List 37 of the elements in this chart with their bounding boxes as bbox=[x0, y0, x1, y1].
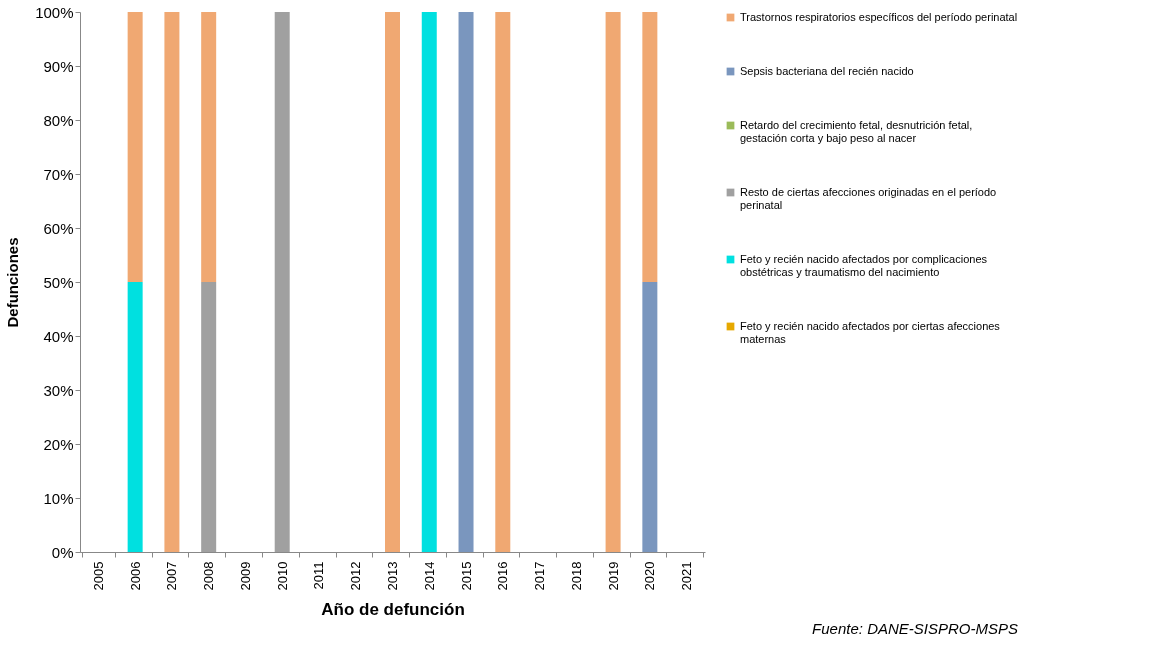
x-tick-label: 2018 bbox=[568, 561, 584, 591]
x-tick-label: 2007 bbox=[164, 561, 180, 591]
y-axis-title: Defunciones bbox=[4, 237, 22, 328]
y-tick-label: 70% bbox=[43, 165, 74, 183]
y-tick-label: 90% bbox=[43, 57, 74, 75]
x-tick-label: 2011 bbox=[311, 561, 327, 590]
source-note: Fuente: DANE-SISPRO-MSPS bbox=[812, 619, 1018, 637]
y-tick-label: 60% bbox=[43, 219, 74, 237]
y-tick-label: 30% bbox=[43, 381, 74, 399]
x-tick-label: 2008 bbox=[201, 561, 217, 591]
y-tick-label: 50% bbox=[43, 273, 74, 291]
x-tick-label: 2021 bbox=[679, 561, 695, 591]
x-tick-label: 2012 bbox=[348, 561, 364, 591]
y-tick-label: 20% bbox=[43, 435, 74, 453]
y-tick-label: 10% bbox=[43, 489, 74, 507]
x-tick-label: 2010 bbox=[274, 561, 290, 591]
x-tick-label: 2009 bbox=[237, 561, 253, 591]
legend-label: Trastornos respiratorios específicos del período perinatal bbox=[740, 10, 1018, 23]
x-tick-label: 2017 bbox=[532, 561, 548, 591]
x-tick-label: 2020 bbox=[642, 561, 658, 591]
legend-label: Feto y recién nacido afectados por complicaciones obstétricas y traumatismo del nacimiento bbox=[740, 252, 988, 278]
x-tick-label: 2005 bbox=[90, 561, 106, 591]
x-tick-label: 2019 bbox=[605, 561, 621, 591]
y-tick-label: 40% bbox=[43, 327, 74, 345]
y-tick-label: 100% bbox=[35, 3, 74, 21]
legend-label: Resto de ciertas afecciones originadas en el período perinatal bbox=[740, 185, 997, 211]
legend-label: Feto y recién nacido afectados por ciertas afecciones maternas bbox=[740, 319, 1001, 345]
x-tick-label: 2006 bbox=[127, 561, 143, 591]
x-tick-label: 2014 bbox=[421, 561, 437, 591]
x-axis-title: Año de defunción bbox=[321, 600, 465, 620]
y-tick-label: 0% bbox=[51, 543, 74, 561]
y-tick-label: 80% bbox=[43, 111, 74, 129]
x-tick-label: 2015 bbox=[458, 561, 474, 591]
x-tick-label: 2013 bbox=[385, 561, 400, 591]
x-tick-label: 2016 bbox=[495, 561, 511, 591]
legend-label: Sepsis bacteriana del recién nacido bbox=[740, 64, 914, 77]
legend-label: Retardo del crecimiento fetal, desnutrición fetal, gestación corta y bajo peso al nacer bbox=[740, 118, 973, 144]
